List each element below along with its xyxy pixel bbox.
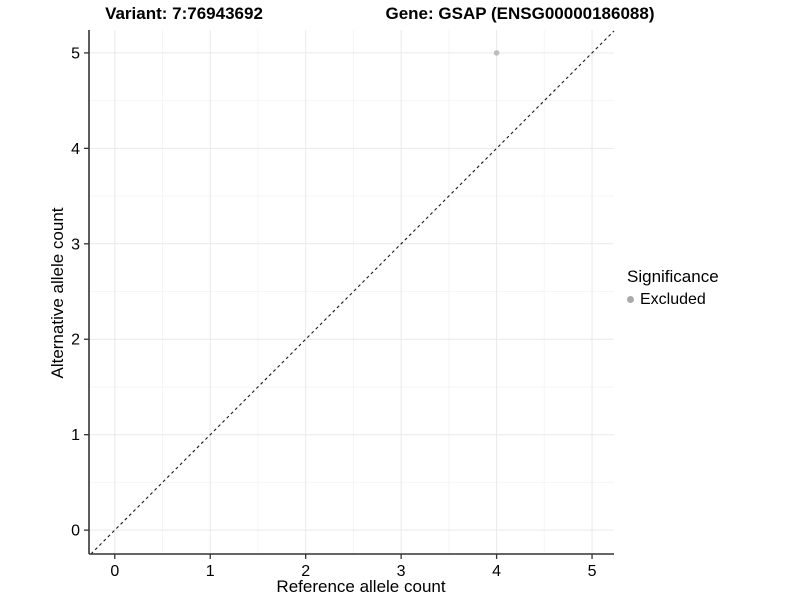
- legend-entry-label: Excluded: [640, 291, 706, 308]
- legend-title: Significance: [627, 267, 719, 286]
- data-point: [493, 50, 500, 56]
- y-tick-label: 2: [71, 332, 80, 349]
- y-tick-label: 1: [71, 427, 80, 444]
- legend: Significance Excluded: [627, 267, 719, 309]
- x-tick-label: 5: [588, 563, 597, 580]
- legend-marker-circle-icon: [627, 296, 634, 303]
- y-tick-label: 0: [71, 523, 80, 540]
- legend-entry: Excluded: [627, 290, 719, 309]
- identity-line: [90, 30, 615, 555]
- plot-title-variant: Variant: 7:76943692: [105, 4, 263, 23]
- legend-entries: Excluded: [627, 290, 719, 309]
- y-tick-label: 3: [71, 236, 80, 253]
- x-tick-label: 3: [397, 563, 406, 580]
- x-tick-label: 1: [206, 563, 215, 580]
- y-axis-title: Alternative allele count: [48, 207, 67, 379]
- y-tick-label: 4: [71, 141, 80, 158]
- x-axis-title: Reference allele count: [276, 577, 446, 596]
- x-tick-label: 4: [492, 563, 501, 580]
- plot-title-gene: Gene: GSAP (ENSG00000186088): [385, 4, 655, 23]
- x-tick-label: 0: [110, 563, 119, 580]
- y-tick-label: 5: [71, 45, 80, 62]
- x-tick-label: 2: [301, 563, 310, 580]
